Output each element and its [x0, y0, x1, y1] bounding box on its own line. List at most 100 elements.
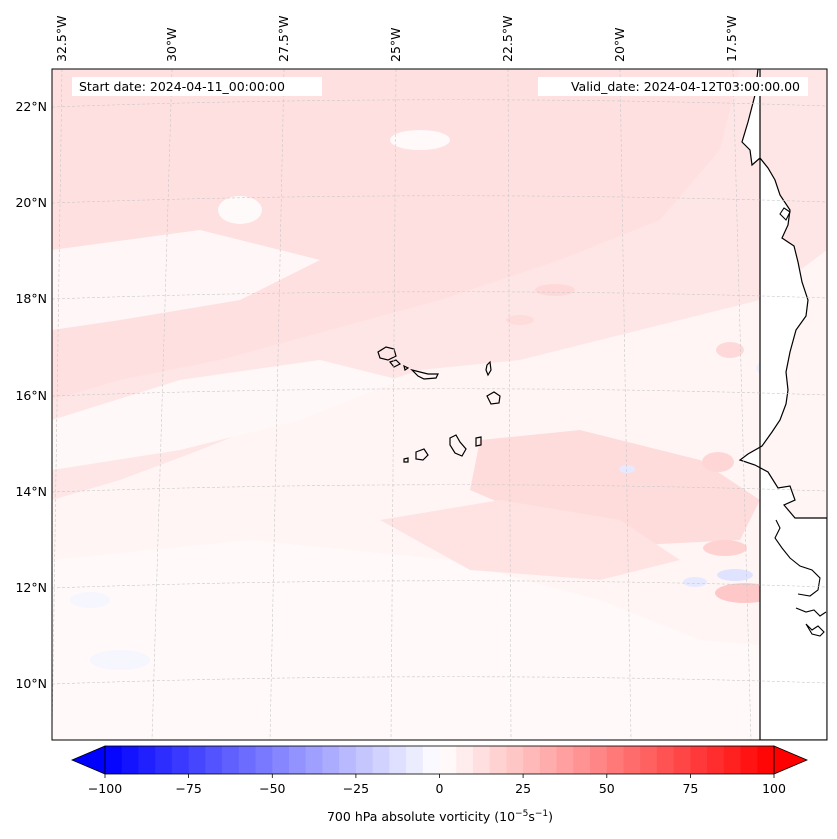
colorbar-tick-label: −25	[343, 781, 369, 796]
lat-label: 16°N	[15, 388, 47, 403]
colorbar-segment	[205, 746, 223, 774]
lon-label: 25°W	[388, 27, 403, 62]
colorbar-segment	[707, 746, 725, 774]
colorbar-segment	[690, 746, 708, 774]
island-sal	[485, 360, 492, 377]
island-fogo	[415, 448, 429, 461]
colorbar-segment	[355, 746, 374, 774]
meridian-line	[151, 69, 173, 740]
island-santo-antao	[377, 346, 397, 361]
lon-label: 22.5°W	[500, 16, 515, 62]
colorbar-tick-label: 100	[762, 781, 786, 796]
cabo-verde-islands	[377, 346, 501, 463]
colorbar-segment	[322, 746, 340, 774]
colorbar-title-suffix: )	[548, 809, 553, 824]
colorbar-segment	[623, 746, 641, 774]
valid-date-box	[538, 77, 808, 96]
vorticity-strong-positive	[716, 342, 744, 358]
parallel-line	[52, 676, 827, 685]
colorbar-tick-label: 0	[436, 781, 444, 796]
colorbar-segment	[757, 746, 775, 774]
colorbar-segment	[121, 746, 139, 774]
lon-label: 32.5°W	[54, 16, 69, 62]
colorbar-segment	[640, 746, 658, 774]
lat-label: 12°N	[15, 580, 47, 595]
colorbar-segment	[740, 746, 758, 774]
colorbar-segment	[255, 746, 273, 774]
longitude-labels: 32.5°W 30°W 27.5°W 25°W 22.5°W 20°W 17.5…	[54, 16, 739, 62]
colorbar-segment	[472, 746, 491, 774]
lat-label: 18°N	[15, 291, 47, 306]
colorbar-segment	[489, 746, 507, 774]
colorbar-title: 700 hPa absolute vorticity (10−5s−1)	[327, 809, 553, 824]
colorbar-segment	[723, 746, 742, 774]
colorbar-segment	[389, 746, 407, 774]
meridian-line	[732, 69, 752, 740]
parallel-line	[52, 484, 827, 493]
colorbar-segment	[406, 746, 424, 774]
meridian-line	[52, 69, 63, 740]
vorticity-negative-region	[683, 577, 707, 587]
colorbar-tick-label: −100	[88, 781, 122, 796]
lat-label: 20°N	[15, 195, 47, 210]
colorbar-segment	[188, 746, 206, 774]
coastline-fragment	[805, 623, 825, 637]
colorbar-tick-label: 50	[599, 781, 615, 796]
colorbar-segment	[138, 746, 156, 774]
valid-date-label: Valid_date: 2024-04-12T03:00:00.00	[571, 79, 800, 94]
lon-label: 17.5°W	[724, 16, 739, 62]
meridian-line	[507, 69, 512, 740]
colorbar-segment	[339, 746, 357, 774]
colorbar-segments	[105, 746, 775, 774]
colorbar-segment	[590, 746, 608, 774]
lon-label: 20°W	[612, 27, 627, 62]
colorbar-tick-label: 75	[682, 781, 698, 796]
vorticity-positive-region	[52, 69, 740, 400]
lat-label: 14°N	[15, 484, 47, 499]
island-brava	[403, 457, 409, 463]
vorticity-strong-positive	[535, 284, 575, 296]
colorbar-segment	[606, 746, 624, 774]
colorbar-title-unit: s	[528, 809, 535, 824]
meridian-line	[390, 69, 397, 740]
colorbar-max-extend	[773, 745, 809, 775]
colorbar: −100 −75 −50 −25 0 25 50 75 100 700 hPa …	[70, 745, 809, 824]
vorticity-negative-region	[90, 650, 150, 670]
start-date-label: Start date: 2024-04-11_00:00:00	[79, 79, 285, 94]
vorticity-weak-region	[52, 540, 827, 740]
vorticity-weak-region	[52, 360, 400, 470]
parallel-line	[52, 580, 827, 589]
vorticity-strong-positive	[703, 540, 747, 556]
vorticity-strong-positive	[702, 452, 734, 472]
colorbar-segment	[506, 746, 524, 774]
vorticity-strong-positive	[506, 315, 534, 325]
parallel-line	[52, 291, 827, 300]
lat-label: 10°N	[15, 676, 47, 691]
map-frame	[51, 68, 828, 741]
meridian-line	[269, 69, 285, 740]
island-santiago	[449, 434, 467, 457]
colorbar-segment	[656, 746, 675, 774]
colorbar-title-exp: −1	[535, 809, 548, 819]
colorbar-segment	[573, 746, 591, 774]
colorbar-segment	[456, 746, 474, 774]
colorbar-segment	[238, 746, 257, 774]
colorbar-segment	[155, 746, 173, 774]
lon-label: 27.5°W	[276, 16, 291, 62]
africa-landmass	[738, 69, 827, 740]
colorbar-min-extend	[70, 745, 106, 775]
colorbar-segment	[372, 746, 390, 774]
vorticity-negative-region	[70, 592, 110, 608]
coastline-fragment	[779, 207, 791, 221]
colorbar-segment	[673, 746, 691, 774]
vorticity-negative-region	[717, 569, 753, 581]
colorbar-segment	[539, 746, 558, 774]
colorbar-segment	[422, 746, 441, 774]
island-maio	[475, 436, 482, 447]
lon-label: 30°W	[164, 27, 179, 62]
colorbar-ticks	[104, 774, 775, 778]
vorticity-weak-region	[390, 130, 450, 150]
colorbar-segment	[171, 746, 190, 774]
colorbar-segment	[523, 746, 541, 774]
